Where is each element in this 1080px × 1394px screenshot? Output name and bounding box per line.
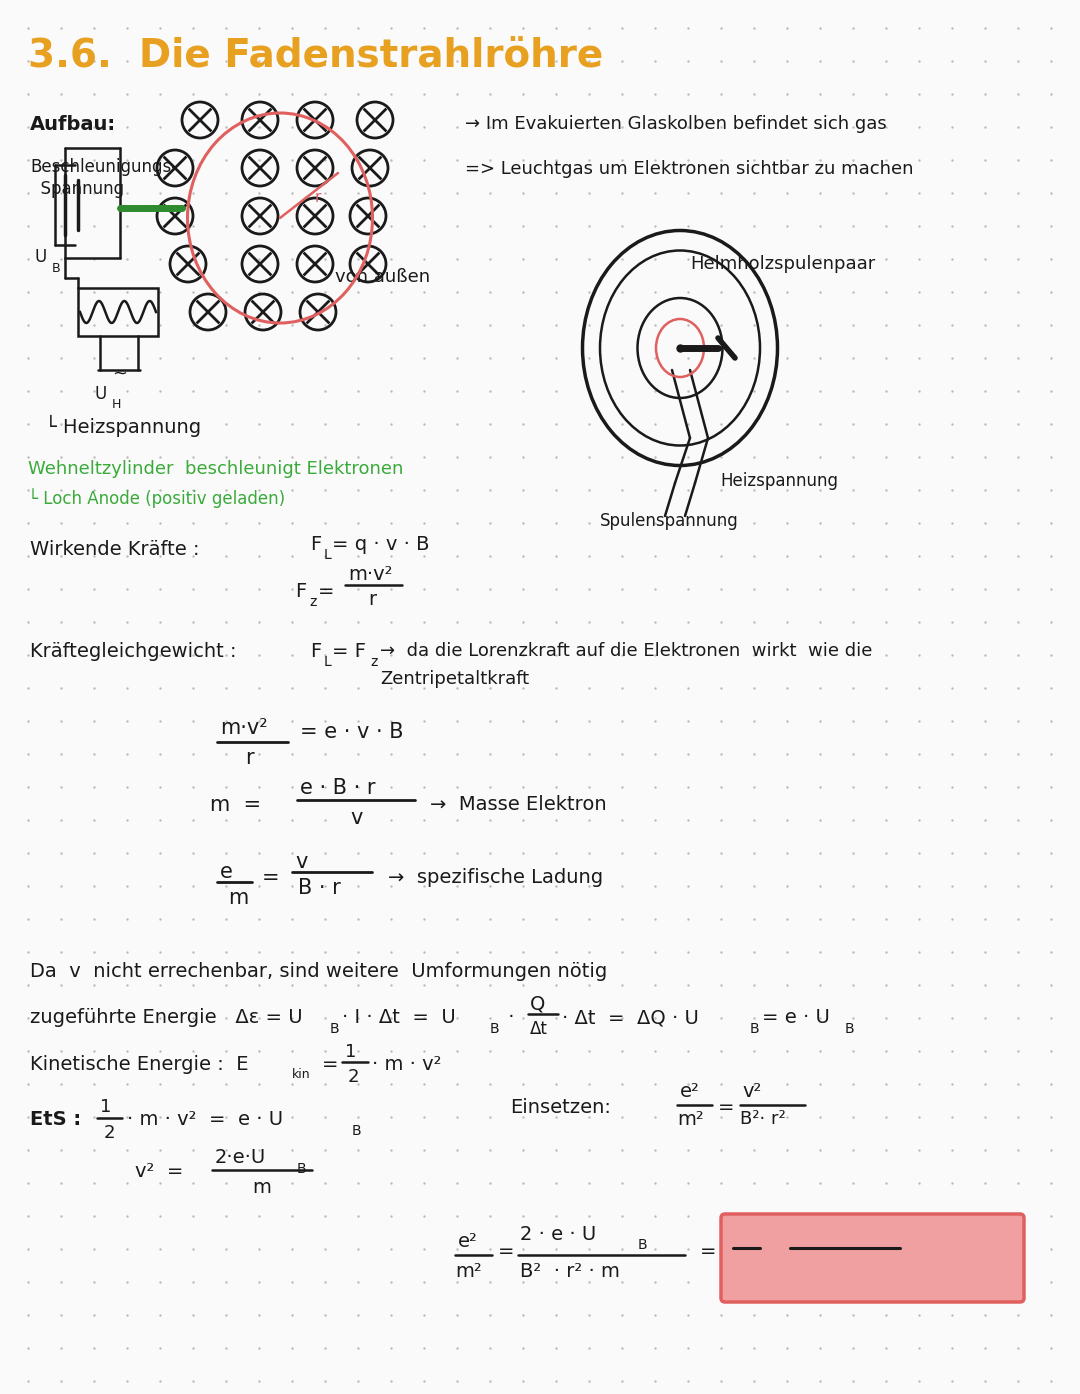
Text: = q · v · B: = q · v · B — [332, 535, 430, 553]
Text: F: F — [310, 643, 321, 661]
Text: m: m — [252, 1178, 271, 1197]
Text: B: B — [750, 1022, 759, 1036]
Text: H: H — [112, 399, 121, 411]
Text: L: L — [324, 548, 332, 562]
Text: = e · U: = e · U — [762, 1008, 829, 1027]
Text: =: = — [718, 1098, 734, 1117]
Text: B: B — [52, 262, 60, 275]
Text: =: = — [700, 1242, 716, 1262]
Text: 3.6.  Die Fadenstrahlröhre: 3.6. Die Fadenstrahlröhre — [28, 38, 604, 77]
Text: Kräftegleichgewicht :: Kräftegleichgewicht : — [30, 643, 237, 661]
Text: →  spezifische Ladung: → spezifische Ladung — [388, 868, 603, 887]
Text: Wirkende Kräfte :: Wirkende Kräfte : — [30, 539, 200, 559]
Text: =: = — [318, 583, 335, 601]
Text: 2: 2 — [348, 1068, 360, 1086]
Text: Aufbau:: Aufbau: — [30, 114, 117, 134]
Text: m·v²: m·v² — [348, 565, 392, 584]
Text: m: m — [735, 1255, 757, 1274]
Text: 2: 2 — [104, 1124, 116, 1142]
Text: kin: kin — [292, 1068, 311, 1080]
Text: · I · Δt  =  U: · I · Δt = U — [342, 1008, 456, 1027]
Text: Δt: Δt — [530, 1020, 548, 1039]
Text: L: L — [324, 655, 332, 669]
Text: B: B — [297, 1163, 307, 1177]
Text: m²: m² — [455, 1262, 482, 1281]
Text: Einsetzen:: Einsetzen: — [510, 1098, 611, 1117]
Text: =: = — [498, 1242, 514, 1262]
Text: = e · v · B: = e · v · B — [300, 722, 404, 742]
Text: v²: v² — [742, 1082, 761, 1101]
Text: e: e — [220, 861, 233, 882]
Text: B² · r²: B² · r² — [792, 1255, 854, 1274]
Text: = F: = F — [332, 643, 366, 661]
Text: Spannung: Spannung — [30, 180, 124, 198]
Text: =: = — [262, 868, 280, 888]
Text: Da  v  nicht errechenbar, sind weitere  Umformungen nötig: Da v nicht errechenbar, sind weitere Umf… — [30, 962, 607, 981]
Text: └ Heizspannung: └ Heizspannung — [45, 415, 201, 438]
Text: U: U — [95, 385, 107, 403]
Text: EtS :: EtS : — [30, 1110, 81, 1129]
Text: m  =: m = — [210, 795, 261, 815]
Text: m·v²: m·v² — [220, 718, 268, 737]
Text: zugeführte Energie   Δε = U: zugeführte Energie Δε = U — [30, 1008, 302, 1027]
Text: 1: 1 — [100, 1098, 111, 1117]
Text: Beschleunigungs-: Beschleunigungs- — [30, 158, 177, 176]
Text: ~: ~ — [112, 365, 127, 383]
Text: B: B — [638, 1238, 648, 1252]
Text: Spulenspannung: Spulenspannung — [600, 512, 739, 530]
Text: Helmholzspulenpaar: Helmholzspulenpaar — [690, 255, 875, 273]
Text: └ Loch Anode (positiv geladen): └ Loch Anode (positiv geladen) — [28, 488, 285, 507]
Text: z: z — [370, 655, 377, 669]
Text: → Im Evakuierten Glaskolben befindet sich gas: → Im Evakuierten Glaskolben befindet sic… — [465, 114, 887, 132]
Text: B: B — [862, 1235, 873, 1249]
Text: r: r — [315, 190, 322, 205]
Text: →  da die Lorenzkraft auf die Elektronen  wirkt  wie die: → da die Lorenzkraft auf die Elektronen … — [380, 643, 873, 659]
Text: · Δt  =  ΔQ · U: · Δt = ΔQ · U — [562, 1008, 699, 1027]
Text: →  Masse Elektron: → Masse Elektron — [430, 795, 607, 814]
Text: r: r — [368, 590, 376, 609]
Text: U: U — [35, 248, 48, 266]
Text: B²  · r² · m: B² · r² · m — [519, 1262, 620, 1281]
Text: e²: e² — [458, 1232, 477, 1250]
Text: F: F — [310, 535, 321, 553]
Text: => Leuchtgas um Elektronen sichtbar zu machen: => Leuchtgas um Elektronen sichtbar zu m… — [465, 160, 914, 178]
Text: · m · v²  =  e · U: · m · v² = e · U — [127, 1110, 283, 1129]
Text: B · r: B · r — [298, 878, 341, 898]
Text: Kinetische Energie :  E: Kinetische Energie : E — [30, 1055, 248, 1073]
Text: e · B · r: e · B · r — [300, 778, 376, 797]
Text: e: e — [735, 1225, 750, 1245]
Text: · m · v²: · m · v² — [372, 1055, 442, 1073]
Text: v: v — [350, 809, 363, 828]
Text: B: B — [352, 1124, 362, 1138]
Bar — [78, 289, 158, 336]
Text: B²· r²: B²· r² — [740, 1110, 786, 1128]
Text: 1: 1 — [345, 1043, 356, 1061]
Text: r: r — [245, 749, 254, 768]
Text: e²: e² — [680, 1082, 700, 1101]
Text: B: B — [490, 1022, 500, 1036]
Text: m²: m² — [677, 1110, 704, 1129]
Text: v: v — [295, 852, 308, 873]
Text: Zentripetaltkraft: Zentripetaltkraft — [380, 671, 529, 689]
Text: =: = — [765, 1238, 783, 1257]
Text: Heizspannung: Heizspannung — [720, 473, 838, 491]
Text: =: = — [322, 1055, 338, 1073]
Text: B: B — [845, 1022, 854, 1036]
Text: v²  =: v² = — [135, 1163, 184, 1181]
Text: 2 · e · U: 2 · e · U — [519, 1225, 596, 1243]
Text: B: B — [330, 1022, 339, 1036]
Text: 2·e·U: 2·e·U — [215, 1149, 267, 1167]
Text: 2 · U: 2 · U — [792, 1223, 842, 1241]
Text: m: m — [228, 888, 248, 907]
Text: F: F — [295, 583, 307, 601]
Text: z: z — [309, 595, 316, 609]
Text: Q: Q — [530, 995, 545, 1013]
FancyBboxPatch shape — [721, 1214, 1024, 1302]
Text: von außen: von außen — [335, 268, 430, 286]
Text: ·: · — [502, 1008, 514, 1027]
Text: Wehneltzylinder  beschleunigt Elektronen: Wehneltzylinder beschleunigt Elektronen — [28, 460, 403, 478]
